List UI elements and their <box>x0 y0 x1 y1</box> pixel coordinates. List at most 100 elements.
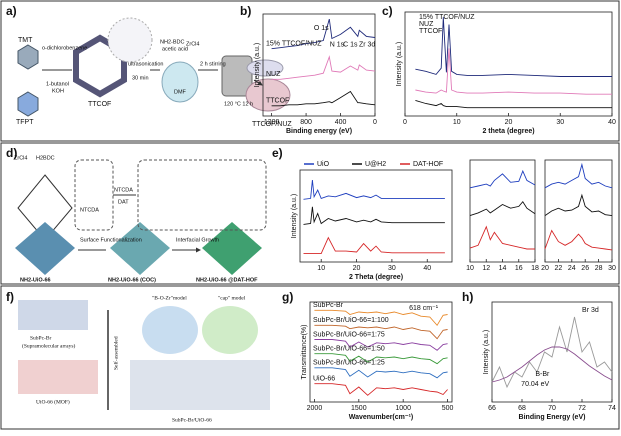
series-line <box>544 229 613 251</box>
label: 120 °C 12 h <box>224 101 253 107</box>
series-label: SubPc-Br/UiO-66=1:100 <box>313 317 389 324</box>
plot-frame <box>299 169 453 263</box>
series-line <box>544 193 613 217</box>
y-axis-label: Intensity (a.u.) <box>396 42 403 86</box>
x-tick-label: 2000 <box>307 405 323 412</box>
label: NTCDA <box>80 207 99 213</box>
series-line <box>271 18 376 50</box>
scheme-a <box>17 17 291 117</box>
annotation: Br 3d <box>582 307 599 314</box>
series-label: SubPc-Br <box>313 302 344 309</box>
x-tick-label: 24 <box>568 265 576 272</box>
label: TTCOF/NUZ <box>252 121 292 128</box>
series-line <box>303 236 445 255</box>
label: TFPT <box>16 119 34 126</box>
series-line <box>314 309 448 327</box>
label: Surface Functionalization <box>80 237 142 243</box>
x-tick-label: 1200 <box>264 119 280 126</box>
series-line <box>469 169 536 189</box>
series-label: NUZ <box>419 21 434 28</box>
label: DMF <box>174 89 187 95</box>
series-label: NUZ <box>266 71 281 78</box>
x-tick-label: 70 <box>548 405 556 412</box>
plot-frame <box>544 159 613 263</box>
label: 30 min <box>132 75 149 81</box>
plot-frame <box>491 301 613 403</box>
x-tick-label: 10 <box>466 265 474 272</box>
series-line <box>491 316 613 389</box>
legend-label: UiO <box>317 161 330 168</box>
x-tick-label: 20 <box>541 265 549 272</box>
annotation: Zr 3d <box>359 41 375 48</box>
label: UiO-66 (MOF) <box>36 398 70 405</box>
label: ultrasonication <box>128 61 163 67</box>
label: NH2-UiO-66 <box>20 277 51 283</box>
legend-label: DAT-HOF <box>413 161 443 168</box>
series-line <box>303 206 445 225</box>
x-tick-label: 18 <box>531 265 539 272</box>
y-axis-label: Transmittance(%) <box>301 325 308 380</box>
x-axis-label: Binding energy (eV) <box>286 128 352 135</box>
x-tick-label: 72 <box>578 405 586 412</box>
panel-label: c) <box>382 4 393 18</box>
panel-label: b) <box>240 4 251 18</box>
label: ZrCl4 <box>186 41 199 47</box>
series-line <box>314 353 448 365</box>
label: (Supramolecular arrays) <box>22 342 75 349</box>
scheme-f <box>18 300 270 410</box>
x-axis-label: Wavenumber(cm⁻¹) <box>349 414 414 421</box>
series-label: 15% TTCOF/NUZ <box>266 41 322 48</box>
x-tick-label: 1000 <box>395 405 411 412</box>
x-tick-label: 0 <box>403 119 407 126</box>
series-line <box>469 225 535 250</box>
plot-frame <box>262 13 376 117</box>
series-line <box>491 346 613 383</box>
panel-label: g) <box>282 290 293 304</box>
panel-label: f) <box>6 290 14 304</box>
label: Self-assembled <box>112 336 119 370</box>
x-axis-label: Binding Energy (eV) <box>519 414 586 421</box>
x-tick-label: 74 <box>608 405 616 412</box>
series-line <box>271 55 376 80</box>
annotation: N 1s <box>330 41 345 48</box>
x-tick-label: 14 <box>499 265 507 272</box>
series-line <box>544 162 613 189</box>
label: 2 h stirring <box>200 61 226 67</box>
x-tick-label: 40 <box>423 265 431 272</box>
x-tick-label: 20 <box>353 265 361 272</box>
x-tick-label: 0 <box>373 119 377 126</box>
series-line <box>271 90 376 107</box>
series-line <box>314 339 448 351</box>
label: acetic acid <box>162 46 188 52</box>
y-axis-label: Intensity (a.u.) <box>483 330 490 374</box>
label: TTCOF <box>88 101 111 108</box>
panel-label: a) <box>6 4 17 18</box>
x-tick-label: 400 <box>335 119 347 126</box>
x-tick-label: 68 <box>518 405 526 412</box>
label: o-dichlorobenzene <box>42 45 87 51</box>
series-line <box>469 200 536 217</box>
x-tick-label: 26 <box>581 265 589 272</box>
legend-label: U@H2 <box>365 161 386 168</box>
series-label: SubPc-Br/UiO-66=1:50 <box>313 346 385 353</box>
x-tick-label: 28 <box>595 265 603 272</box>
annotation: C 1s <box>343 41 358 48</box>
series-line <box>303 179 445 200</box>
panel-label: d) <box>6 146 17 160</box>
label: SubPc-Br/UiO-66 <box>172 417 212 423</box>
label: KOH <box>52 88 64 94</box>
panel-label: h) <box>462 290 473 304</box>
plot-frame <box>469 159 536 263</box>
label: Interfacial Growth <box>176 237 219 243</box>
series-label: TTCOF <box>266 98 289 105</box>
series-line <box>314 383 448 396</box>
label: 1-butanol <box>46 81 69 87</box>
x-axis-label: 2 Theta (degree) <box>349 274 403 281</box>
row-frame <box>0 285 620 430</box>
annotation: O 1s <box>314 25 329 32</box>
label: "cap" model <box>218 295 246 301</box>
label: TMT <box>18 37 33 44</box>
x-tick-label: 40 <box>608 119 616 126</box>
